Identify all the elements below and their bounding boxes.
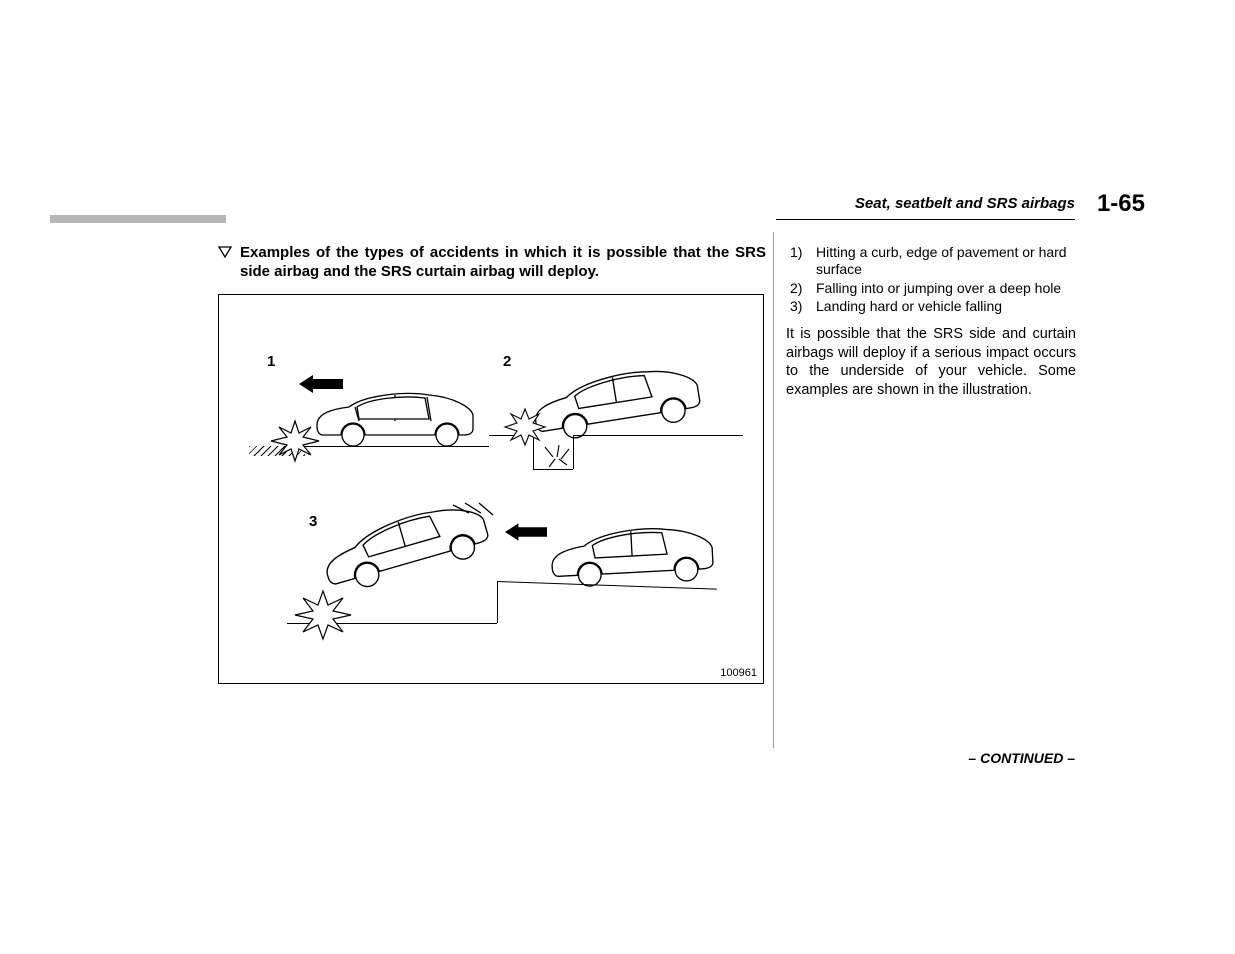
car-1 [309,385,479,451]
impact-star-icon [269,419,321,463]
motion-lines-icon [447,501,497,525]
impact-star-icon [503,407,547,447]
scene-1: 1 [249,335,489,470]
running-header-title: Seat, seatbelt and SRS airbags [855,195,1075,212]
left-column: Examples of the types of accidents in wh… [218,244,766,684]
list-item: Landing hard or vehicle falling [786,298,1076,315]
header-underline [776,219,1075,220]
right-column: Hitting a curb, edge of pavement or hard… [786,244,1076,399]
top-gray-rule [50,215,226,223]
heading-row: Examples of the types of accidents in wh… [218,244,766,282]
list-item: Falling into or jumping over a deep hole [786,280,1076,297]
heading-text: Examples of the types of accidents in wh… [240,244,766,282]
running-header-pageno: 1-65 [1097,190,1145,218]
impact-spark-icon [541,443,573,471]
figure-id: 100961 [720,667,757,679]
scene-1-label: 1 [267,353,275,370]
body-paragraph: It is possible that the SRS side and cur… [786,325,1076,399]
impact-star-icon [293,589,353,641]
scene-2-label: 2 [503,353,511,370]
scene-2: 2 [489,335,749,470]
car-2 [521,351,710,450]
car-3b [541,516,720,593]
manual-page: Seat, seatbelt and SRS airbags 1-65 Exam… [0,0,1235,954]
scene-3-label: 3 [309,513,317,530]
figure-box: 100961 1 [218,294,764,684]
scene-3: 3 [287,495,717,655]
column-divider [773,232,774,748]
triangle-down-icon [218,246,232,258]
list-item: Hitting a curb, edge of pavement or hard… [786,244,1076,278]
continued-footer: – CONTINUED – [968,750,1075,766]
numbered-list: Hitting a curb, edge of pavement or hard… [786,244,1076,315]
